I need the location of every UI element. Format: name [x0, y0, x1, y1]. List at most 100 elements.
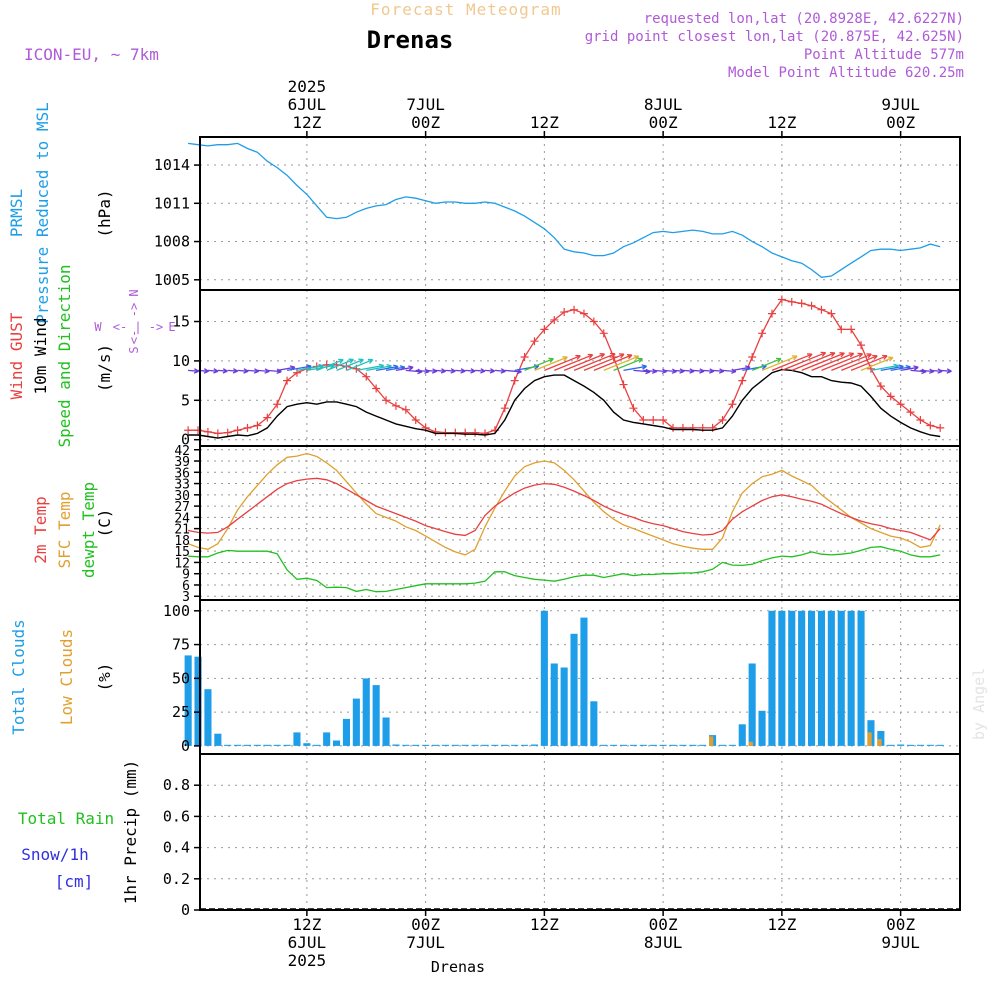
time-label-bottom: 8JUL	[644, 933, 683, 952]
time-label-bottom: 12Z	[530, 915, 559, 934]
gust-marker	[263, 413, 272, 422]
dewpt-line	[188, 546, 941, 593]
gust-marker	[728, 400, 737, 409]
wind-direction-arrow	[900, 365, 919, 372]
total-cloud-bar	[620, 744, 628, 746]
gust-marker	[639, 416, 648, 424]
sfc-temp-line	[187, 452, 941, 556]
wind-direction-arrow	[217, 368, 228, 374]
gust-marker	[391, 401, 400, 410]
model-label: ICON-EU, ~ 7km	[24, 45, 159, 64]
panel-label-clouds: Total Clouds	[9, 619, 28, 735]
ytick-label-clouds: 25	[172, 703, 190, 721]
total-cloud-bar	[283, 744, 291, 746]
wind-direction-arrow	[573, 352, 616, 372]
wind-direction-arrow	[692, 368, 705, 374]
ytick-label-wind: 0	[181, 431, 190, 449]
total-cloud-bar	[649, 744, 657, 746]
gust-marker	[659, 416, 668, 424]
total-cloud-bar	[194, 656, 202, 746]
total-cloud-bar	[699, 744, 707, 746]
gust-marker	[886, 392, 895, 401]
unit-label-pressure: (hPa)	[95, 189, 114, 237]
ytick-label-clouds: 0	[181, 737, 190, 755]
ytick-label-precip: 0.2	[163, 870, 190, 888]
ytick-label-temperature: 30	[174, 489, 190, 504]
total-cloud-bar	[748, 663, 756, 746]
time-label-top: 00Z	[886, 113, 915, 132]
wind-direction-arrow	[583, 353, 625, 372]
gust-marker	[372, 384, 381, 393]
wind-direction-arrow	[593, 354, 633, 372]
wind-direction-arrow	[484, 368, 496, 374]
wind-direction-arrow	[455, 368, 466, 374]
gust-marker	[481, 429, 489, 438]
total-cloud-bar	[243, 744, 251, 746]
time-label-top: 12Z	[292, 113, 321, 132]
total-cloud-bar	[887, 744, 895, 746]
gust-marker	[401, 405, 410, 414]
ytick-label-clouds: 75	[172, 636, 190, 654]
gust-marker	[619, 380, 628, 389]
ytick-label-pressure: 1014	[154, 156, 190, 174]
total-cloud-bar	[412, 744, 420, 746]
gust-marker	[233, 426, 242, 435]
gust-marker	[876, 382, 885, 391]
time-label-top: 12Z	[530, 113, 559, 132]
total-cloud-bar	[679, 744, 687, 746]
total-cloud-bar	[214, 733, 222, 746]
gust-marker	[857, 341, 866, 350]
compass-south: S	[127, 346, 141, 353]
total-cloud-bar	[491, 744, 499, 746]
panel-label-pressure: Pressure Reduced to MSL	[33, 102, 52, 324]
time-label-bottom: 00Z	[411, 915, 440, 934]
time-label-top: 6JUL	[288, 95, 327, 114]
gust-marker	[550, 315, 559, 324]
total-cloud-bar	[313, 744, 321, 746]
ytick-label-temperature: 42	[174, 444, 190, 459]
gust-marker	[451, 428, 460, 437]
total-cloud-bar	[352, 698, 360, 746]
wind-direction-arrow	[475, 368, 486, 374]
wind-direction-arrow	[405, 368, 423, 375]
wind-direction-arrow	[850, 354, 888, 372]
gust-marker	[461, 428, 470, 437]
total-cloud-bar	[897, 744, 905, 746]
gust-marker	[382, 396, 391, 405]
total-cloud-bar	[728, 744, 736, 746]
total-cloud-bar	[204, 689, 212, 746]
ytick-label-clouds: 50	[172, 669, 190, 687]
wind-direction-arrow	[247, 368, 260, 374]
gust-marker	[362, 372, 371, 381]
ytick-label-wind: 5	[181, 391, 190, 409]
wind-direction-arrow	[751, 357, 782, 372]
ytick-label-precip: 0.6	[163, 807, 190, 825]
chart-subtitle: Forecast Meteogram	[370, 0, 561, 19]
panel-label-precip: Snow/1h	[21, 845, 88, 864]
gust-marker	[629, 404, 638, 413]
total-cloud-bar	[600, 744, 608, 746]
wind-direction-arrow	[623, 364, 647, 372]
ytick-label-precip: 0	[181, 901, 190, 919]
wind-direction-arrow	[633, 368, 651, 375]
ytick-label-pressure: 1011	[154, 194, 190, 212]
panel-label-wind: Wind GUST	[7, 312, 26, 399]
pressure-line	[188, 142, 941, 278]
compass-up-arrow: ->	[127, 303, 141, 317]
panel-label-temperature: dewpt Temp	[79, 482, 98, 578]
wind-direction-arrow	[445, 368, 456, 374]
total-cloud-bar	[224, 744, 232, 746]
total-cloud-bar	[669, 744, 677, 746]
panel-label-precip: [cm]	[55, 872, 94, 891]
total-cloud-bar	[293, 732, 301, 746]
gust-marker	[560, 308, 569, 317]
total-cloud-bar	[907, 744, 915, 746]
gust-marker	[599, 329, 608, 338]
gust-marker	[471, 428, 480, 437]
gust-marker	[441, 428, 450, 437]
ytick-label-temperature: 3	[182, 590, 190, 605]
gust-marker	[936, 423, 945, 432]
total-cloud-bar	[758, 710, 766, 746]
total-cloud-bar	[837, 610, 845, 746]
